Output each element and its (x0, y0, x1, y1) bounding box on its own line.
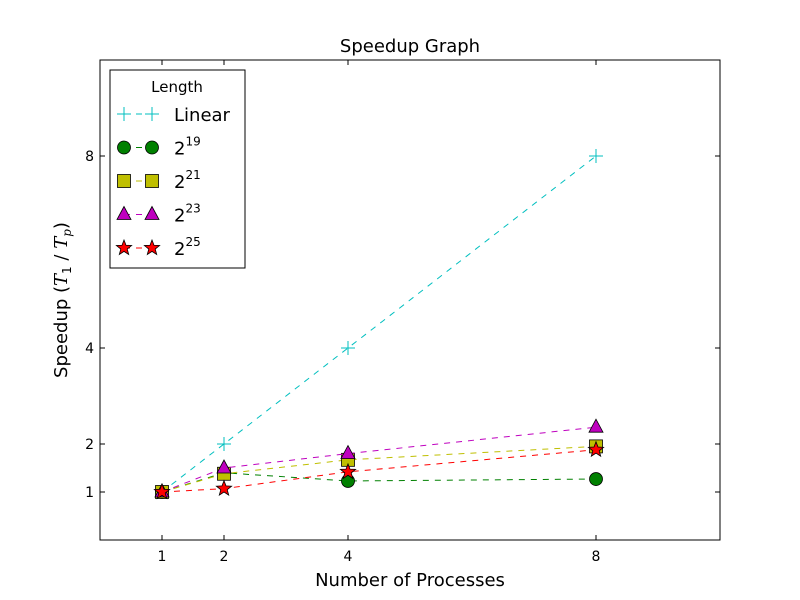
data-point-star (339, 462, 357, 480)
x-axis-label: Number of Processes (315, 570, 505, 591)
legend-marker (115, 238, 133, 256)
legend-entries: Linear 219 221 223 225 (115, 105, 231, 260)
data-point-triangle (216, 459, 232, 474)
legend-label: 219 (174, 135, 201, 160)
legend-label: 223 (174, 202, 201, 227)
y-axis-label: Speedup (T1 / Tp) (51, 222, 74, 378)
legend-entry: 219 (117, 135, 201, 160)
data-point-plus (217, 437, 231, 451)
series-group (153, 149, 605, 500)
legend: Length Linear 219 221 223 225 (109, 69, 246, 269)
x-tick-label: 1 (158, 549, 167, 565)
legend-label: 225 (174, 235, 201, 260)
x-tick-label: 2 (220, 549, 229, 565)
data-point-star (153, 482, 171, 500)
data-point-plus (589, 149, 603, 163)
legend-marker (117, 140, 131, 155)
series-line (161, 445, 597, 493)
legend-marker (143, 238, 161, 256)
x-tick-label: 4 (344, 549, 353, 565)
series-line (161, 426, 597, 493)
legend-marker (145, 107, 159, 121)
legend-frame (109, 69, 246, 269)
legend-marker (145, 174, 159, 188)
data-point-circle (589, 472, 603, 486)
legend-label: Linear (174, 105, 231, 126)
chart-title: Speedup Graph (340, 36, 480, 57)
x-tick-label: 8 (592, 549, 601, 565)
legend-marker (144, 205, 160, 220)
y-tick-label: 2 (85, 437, 94, 453)
y-tick-label: 4 (85, 341, 94, 357)
legend-label: 221 (174, 168, 201, 193)
legend-entry: 225 (115, 235, 201, 260)
legend-title: Length (151, 78, 203, 96)
data-point-triangle (588, 418, 604, 433)
legend-marker (117, 174, 131, 188)
series-line (161, 472, 597, 493)
legend-marker (145, 140, 159, 155)
series-line (161, 449, 597, 493)
y-tick-label: 8 (85, 149, 94, 165)
series-line (161, 155, 597, 493)
data-point-triangle (340, 444, 356, 460)
data-point-star (587, 440, 605, 458)
legend-marker (116, 205, 132, 220)
legend-marker (117, 107, 131, 121)
data-point-star (215, 479, 233, 497)
y-tick-label: 1 (85, 485, 94, 501)
legend-entry: Linear (117, 105, 231, 126)
data-point-plus (341, 341, 355, 355)
legend-entry: 221 (117, 168, 201, 193)
series-2-25 (153, 440, 605, 500)
legend-entry: 223 (116, 202, 201, 227)
